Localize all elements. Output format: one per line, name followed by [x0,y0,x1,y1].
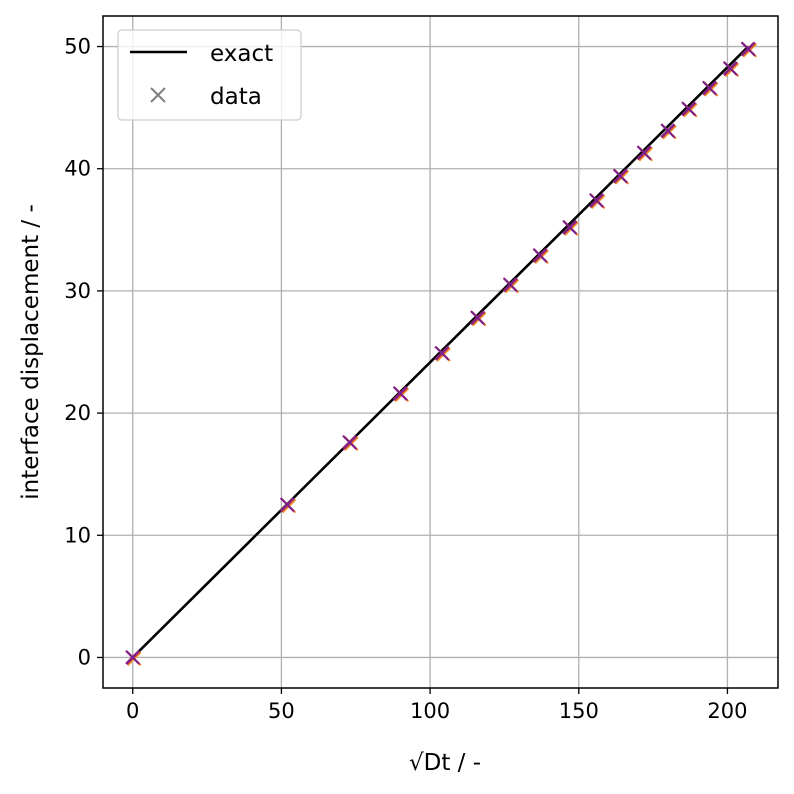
x-tick-label: 100 [410,699,450,723]
y-tick-label: 50 [64,35,91,59]
data-point [279,497,297,514]
data-marker-stroke [280,497,295,512]
y-tick-label: 10 [64,523,91,547]
data-point [470,310,487,327]
data-point [392,386,410,403]
x-tick-label: 50 [268,699,295,723]
x-axis-label: √Dt / - [409,750,481,776]
y-tick-label: 20 [64,401,91,425]
legend-data-label: data [210,84,262,110]
data-marker-stroke [125,650,140,665]
legend: exact data [117,29,302,121]
data-marker-stroke [434,346,450,361]
data-marker-stroke [636,145,652,161]
data-marker-stroke [681,101,697,117]
data-point [532,247,549,265]
data-point [562,219,579,236]
x-tick-label: 150 [559,699,599,723]
data-point [702,80,719,97]
data-point [740,41,758,58]
data-marker-stroke [532,248,548,263]
y-tick-label: 0 [78,645,91,669]
data-marker-stroke [470,310,485,325]
y-tick-label: 30 [64,279,91,303]
data-point [636,145,653,162]
y-tick-label: 40 [64,157,91,181]
data-point [660,123,677,140]
axis-ticks: 0 50 100 150 200 0 10 20 30 40 50 [64,35,747,723]
data-marker-stroke [660,123,676,139]
data-marker-stroke [741,41,756,57]
data-point [722,61,740,78]
data-point [434,345,451,362]
plot-frame [102,15,779,689]
legend-exact-label: exact [210,41,273,67]
data-marker-stroke [562,220,578,235]
data-point [342,434,359,452]
data-marker-stroke [723,61,738,76]
legend-data-swatch [150,87,166,103]
data-marker-stroke [393,386,408,401]
data-point [589,192,606,210]
data-marker-stroke [613,168,628,184]
x-tick-label: 0 [126,699,139,723]
data-series [125,41,758,667]
data-point [125,649,142,667]
data-point [502,277,520,294]
y-axis-label: interface displacement / - [18,204,44,500]
data-marker-stroke [702,80,717,96]
data-marker-stroke [503,277,518,293]
grid [103,16,778,688]
data-marker-stroke [589,193,604,208]
data-marker-stroke [342,435,358,450]
x-tick-label: 200 [707,699,747,723]
data-point [681,101,698,118]
data-point [612,168,630,185]
